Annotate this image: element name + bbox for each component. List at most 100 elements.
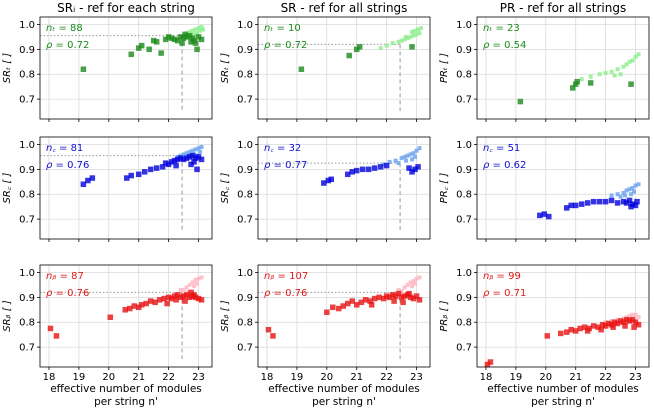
rho-symbol: ρ <box>483 160 490 171</box>
data-point-light <box>193 27 198 32</box>
data-point-dark <box>328 176 335 183</box>
data-point-dark <box>623 316 630 323</box>
data-point-dark <box>158 50 164 56</box>
data-point-light <box>384 43 389 48</box>
data-point-dark <box>85 177 91 184</box>
data-point-dark <box>153 165 160 171</box>
data-point-dark <box>389 292 396 298</box>
axes-frame <box>257 136 431 240</box>
data-point-light <box>399 38 404 43</box>
data-point-dark <box>191 292 197 298</box>
rho-symbol: ρ <box>483 40 490 51</box>
data-point-dark <box>371 295 378 302</box>
axes-frame <box>39 136 213 240</box>
data-point-dark <box>107 314 114 320</box>
count-annotation: nₜ = 10 <box>264 23 301 34</box>
axes-frame <box>39 264 213 368</box>
data-point-dark <box>611 319 618 325</box>
count-equals: = <box>274 271 289 282</box>
data-point-light <box>633 183 638 188</box>
data-point-light <box>588 74 593 79</box>
x-axis-label-line1: effective number of modules <box>50 383 202 395</box>
y-axis-label: SR꜀ [ ] <box>220 172 231 203</box>
x-tick-label: 21 <box>569 372 582 383</box>
data-point-dark <box>177 294 184 301</box>
data-point-light <box>404 158 409 163</box>
x-tick-label: 23 <box>192 372 205 383</box>
data-point-dark <box>563 205 570 211</box>
data-point-light <box>417 275 422 280</box>
data-point-dark <box>174 156 181 163</box>
data-point-light <box>196 146 201 151</box>
data-point-dark <box>546 213 552 220</box>
panel-t-1: 0.7 0.8 0.9 1.0 SRₜ [ ] nₜ = 10 ρ = 0.72 <box>220 16 431 122</box>
data-point-dark <box>383 293 390 299</box>
data-point-dark <box>135 171 142 178</box>
y-tick-label: 0.7 <box>19 215 35 226</box>
count-annotation: nₜ = 23 <box>483 23 520 34</box>
data-point-light <box>603 320 608 325</box>
y-tick-label: 1.0 <box>237 268 253 279</box>
data-point-dark <box>165 34 172 40</box>
axes-frame <box>476 264 650 368</box>
data-point-dark <box>80 66 87 72</box>
data-point-dark <box>128 172 134 179</box>
rho-value: 0.54 <box>504 40 526 51</box>
data-point-dark <box>614 320 621 327</box>
count-equals: = <box>55 23 70 34</box>
data-point-light <box>187 29 192 34</box>
y-tick-label: 1.0 <box>456 268 472 279</box>
data-point-dark <box>123 175 130 181</box>
data-point-light <box>621 64 626 69</box>
data-point-dark <box>143 300 149 307</box>
rho-annotation: ρ = 0.54 <box>483 40 526 51</box>
data-point-dark <box>346 52 352 59</box>
x-tick-label: 21 <box>350 372 363 383</box>
count-annotation: n꜀ = 81 <box>46 143 83 154</box>
data-point-dark <box>180 156 187 163</box>
data-point-dark <box>386 294 393 301</box>
count-equals: = <box>56 143 71 154</box>
data-point-light <box>627 187 632 192</box>
x-tick-label: 18 <box>43 372 56 383</box>
data-point-light <box>187 149 192 154</box>
count-equals: = <box>56 271 71 282</box>
data-point-light <box>597 72 602 77</box>
x-tick-label: 23 <box>410 372 423 383</box>
data-point-dark <box>406 290 412 297</box>
data-point-light <box>413 281 418 286</box>
data-point-dark <box>620 319 627 325</box>
data-point-dark <box>635 321 642 328</box>
data-point-dark <box>152 299 158 306</box>
data-point-dark <box>159 164 166 170</box>
y-tick-label: 1.0 <box>456 140 472 151</box>
data-point-dark <box>599 321 606 328</box>
data-point-dark <box>192 155 199 161</box>
count-symbol: nᵦ <box>264 271 274 282</box>
y-tick-label: 0.8 <box>456 70 472 81</box>
data-point-dark <box>412 166 418 173</box>
y-tick-label: 0.7 <box>456 95 472 106</box>
y-axis-label: SRₜ [ ] <box>220 53 231 84</box>
data-point-dark <box>572 202 579 209</box>
data-point-light <box>190 280 195 285</box>
data-point-light <box>413 154 418 159</box>
data-point-dark <box>324 309 330 316</box>
y-tick-label: 0.8 <box>456 190 472 201</box>
data-point-dark <box>173 162 179 169</box>
data-point-light <box>196 276 201 281</box>
data-point-light <box>615 317 620 322</box>
data-point-dark <box>270 333 276 339</box>
count-annotation: n꜀ = 32 <box>264 143 301 154</box>
data-point-dark <box>368 302 375 308</box>
y-tick-label: 1.0 <box>19 268 35 279</box>
data-point-dark <box>198 297 205 303</box>
data-point-dark <box>80 181 87 188</box>
y-tick-label: 0.8 <box>456 318 472 329</box>
data-point-dark <box>171 293 178 299</box>
y-axis-label: SR꜀ [ ] <box>2 172 13 203</box>
data-point-dark <box>146 46 152 53</box>
data-point-dark <box>336 305 342 312</box>
panel-t-2: 0.7 0.8 0.9 1.0 PRₜ [ ] nₜ = 23 ρ = 0.54 <box>439 16 650 122</box>
data-point-dark <box>89 175 96 181</box>
